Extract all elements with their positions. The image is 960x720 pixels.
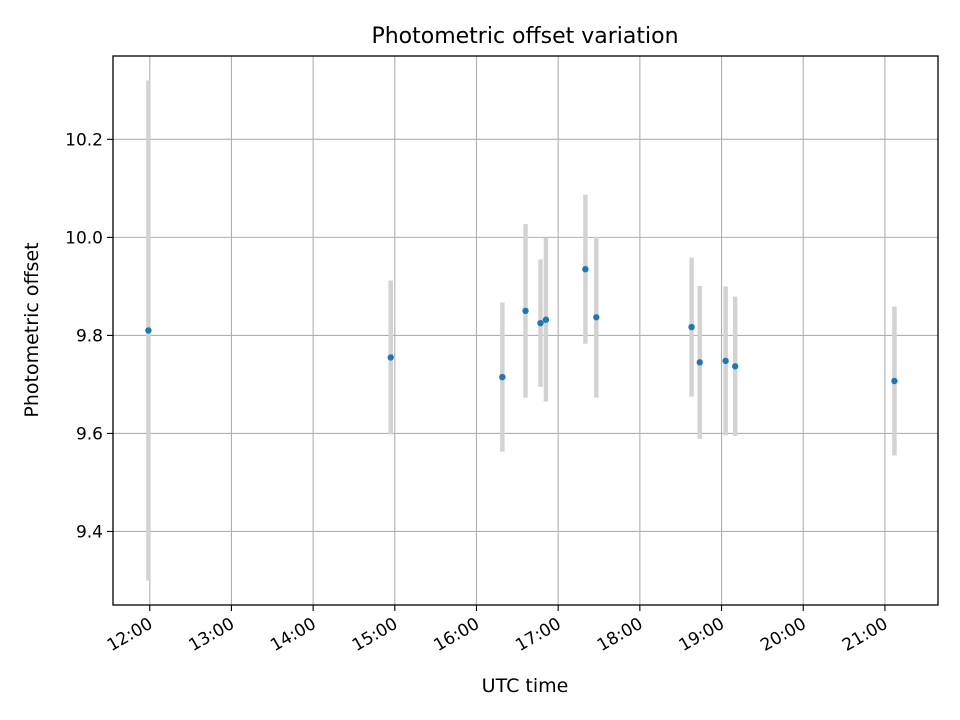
chart-title: Photometric offset variation — [371, 24, 678, 49]
plot-frame — [112, 55, 939, 606]
y-tick-label: 9.6 — [76, 424, 103, 444]
data-point — [499, 373, 506, 381]
data-point — [891, 377, 898, 385]
data-point — [593, 314, 600, 321]
data-point — [582, 266, 589, 273]
y-axis-label: Photometric offset — [21, 242, 43, 417]
x-axis-label: UTC time — [482, 675, 569, 697]
y-axis-ticks: 9.4 9.6 9.8 10.0 10.2 — [65, 130, 113, 542]
data-point — [731, 363, 739, 370]
data-point — [722, 357, 729, 365]
data-point — [696, 359, 703, 366]
y-tick-label: 10.2 — [65, 130, 103, 150]
data-point — [522, 307, 529, 315]
y-tick-label: 9.8 — [76, 326, 103, 346]
data-point — [688, 323, 695, 331]
y-tick-label: 10.0 — [65, 228, 103, 248]
data-point — [145, 327, 152, 334]
data-point — [387, 354, 394, 361]
data-point — [542, 316, 550, 323]
data-point — [537, 319, 544, 327]
data-points — [145, 266, 898, 385]
y-tick-label: 9.4 — [76, 522, 103, 542]
